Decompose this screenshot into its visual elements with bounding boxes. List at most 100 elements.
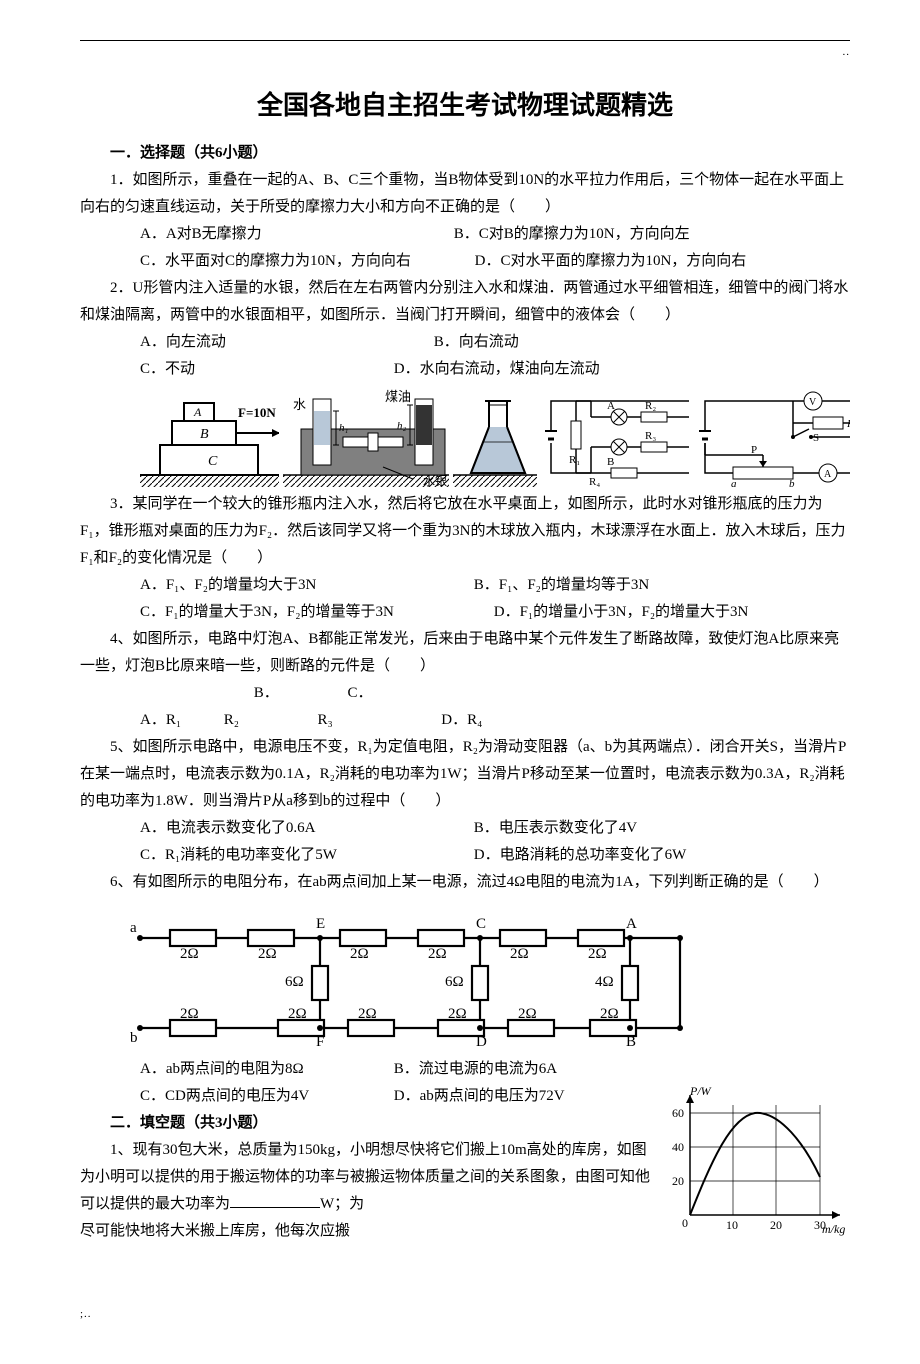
page-title: 全国各地自主招生考试物理试题精选: [80, 83, 850, 130]
q2-optC: C．不动: [110, 356, 330, 383]
q2-diagram: 水 煤油 水银 h₁ h₂: [283, 387, 450, 487]
svg-text:2Ω: 2Ω: [258, 946, 277, 962]
q6-optA: A．ab两点间的电阻为8Ω: [110, 1056, 330, 1083]
q5-optA: A．电流表示数变化了0.6A: [110, 815, 410, 842]
svg-text:C: C: [476, 916, 486, 932]
svg-text:C: C: [208, 454, 218, 469]
section1-heading: 一．选择题（共6小题）: [80, 140, 850, 167]
svg-text:b: b: [789, 478, 795, 487]
q6-optB: B．流过电源的电流为6A: [364, 1056, 557, 1083]
svg-text:P: P: [751, 444, 757, 456]
svg-text:A: A: [607, 400, 615, 412]
q4-optB: B．R₂: [224, 680, 284, 734]
svg-text:R₁: R₁: [569, 454, 580, 466]
svg-text:E: E: [316, 916, 325, 932]
svg-text:2Ω: 2Ω: [428, 946, 447, 962]
q3-optD: D．F₁的增量小于3N，F₂的增量大于3N: [464, 599, 749, 626]
svg-text:B: B: [607, 456, 614, 468]
q1-optD: D．C对水平面的摩擦力为10N，方向向右: [445, 248, 747, 275]
svg-text:2Ω: 2Ω: [588, 946, 607, 962]
q3-options: A．F₁、F₂的增量均大于3N B．F₁、F₂的增量均等于3N: [80, 572, 850, 599]
svg-text:20: 20: [672, 1174, 684, 1188]
svg-text:R₁: R₁: [846, 418, 850, 430]
q6-options: A．ab两点间的电阻为8Ω B．流过电源的电流为6A: [80, 1056, 850, 1083]
q6-optC: C．CD两点间的电压为4V: [110, 1083, 330, 1110]
s2q1-unit: W；为: [320, 1196, 364, 1212]
svg-text:A: A: [824, 469, 832, 480]
q6-stem: 6、有如图所示的电阻分布，在ab两点间加上某一电源，流过4Ω电阻的电流为1A，下…: [80, 869, 850, 896]
svg-text:0: 0: [682, 1216, 688, 1230]
q4-optD: D．R₄: [411, 707, 482, 734]
q1-optC: C．水平面对C的摩擦力为10N，方向向右: [110, 248, 411, 275]
svg-text:10: 10: [726, 1218, 738, 1232]
svg-text:V: V: [809, 397, 817, 408]
q3-optA: A．F₁、F₂的增量均大于3N: [110, 572, 410, 599]
diagram-row: C B A F=10N 水 煤油 水银 h₁ h₂: [140, 387, 850, 487]
q4-stem: 4、如图所示，电路中灯泡A、B都能正常发光，后来由于电路中某个元件发生了断路故障…: [80, 626, 850, 680]
svg-text:A: A: [626, 916, 637, 932]
svg-text:2Ω: 2Ω: [600, 1006, 619, 1022]
q3-options2: C．F₁的增量大于3N，F₂的增量等于3N D．F₁的增量小于3N，F₂的增量大…: [80, 599, 850, 626]
svg-text:R₃: R₃: [645, 430, 656, 442]
s2q1-p1: 1、现有30包大米，总质量为150kg，小明想尽快将它们搬上10m高处的库房，如…: [80, 1142, 650, 1212]
svg-text:水银: 水银: [423, 474, 447, 487]
svg-text:水: 水: [293, 397, 306, 412]
q1-stem: 1．如图所示，重叠在一起的A、B、C三个重物，当B物体受到10N的水平拉力作用后…: [80, 167, 850, 221]
svg-text:6Ω: 6Ω: [285, 974, 304, 990]
corner-dots: ..: [80, 43, 850, 63]
svg-text:F=10N: F=10N: [238, 405, 276, 420]
svg-text:h₂: h₂: [397, 420, 407, 432]
page-top-rule: [80, 40, 850, 41]
svg-text:2Ω: 2Ω: [510, 946, 529, 962]
q1-options: A．A对B无摩擦力 B．C对B的摩擦力为10N，方向向左: [80, 221, 850, 248]
q6-diagram: a b E F C D A B 2Ω 2Ω 2Ω 2Ω 2Ω 2Ω 6Ω 6Ω 4Ω 2Ω 2…: [130, 908, 690, 1048]
q2-optD: D．水向右流动，煤油向左流动: [364, 356, 600, 383]
svg-text:P/W: P/W: [689, 1087, 712, 1098]
q1-options2: C．水平面对C的摩擦力为10N，方向向右 D．C对水平面的摩擦力为10N，方向向…: [80, 248, 850, 275]
q4-diagram: R₁ A R₂ B R₃ R₄: [541, 387, 689, 487]
svg-text:6Ω: 6Ω: [445, 974, 464, 990]
svg-text:2Ω: 2Ω: [288, 1006, 307, 1022]
q5-optD: D．电路消耗的总功率变化了6W: [444, 842, 687, 869]
svg-text:2Ω: 2Ω: [180, 1006, 199, 1022]
svg-text:2Ω: 2Ω: [448, 1006, 467, 1022]
q2-optA: A．向左流动: [110, 329, 370, 356]
svg-text:60: 60: [672, 1106, 684, 1120]
svg-text:a: a: [130, 920, 137, 936]
svg-text:2Ω: 2Ω: [350, 946, 369, 962]
svg-text:2Ω: 2Ω: [518, 1006, 537, 1022]
q1-optB: B．C对B的摩擦力为10N，方向向左: [424, 221, 690, 248]
q5-optC: C．R₁消耗的电功率变化了5W: [110, 842, 410, 869]
q5-optB: B．电压表示数变化了4V: [444, 815, 637, 842]
power-graph: 204060 0 102030 P/W m/kg: [660, 1087, 850, 1237]
q1-diagram: C B A F=10N: [140, 387, 279, 487]
q2-options: A．向左流动 B．向右流动: [80, 329, 850, 356]
svg-text:煤油: 煤油: [385, 389, 411, 404]
svg-text:S: S: [813, 432, 819, 444]
footer-dots: ;..: [80, 1305, 850, 1325]
svg-text:B: B: [626, 1034, 636, 1048]
svg-text:F: F: [316, 1034, 324, 1048]
svg-text:D: D: [476, 1034, 487, 1048]
q5-diagram: V R₁ S P a b A: [693, 387, 850, 487]
q3-optB: B．F₁、F₂的增量均等于3N: [444, 572, 649, 599]
svg-text:4Ω: 4Ω: [595, 974, 614, 990]
svg-text:40: 40: [672, 1140, 684, 1154]
svg-text:h₁: h₁: [339, 422, 349, 434]
q2-options2: C．不动 D．水向右流动，煤油向左流动: [80, 356, 850, 383]
svg-text:2Ω: 2Ω: [358, 1006, 377, 1022]
svg-text:m/kg: m/kg: [822, 1222, 845, 1236]
svg-text:a: a: [731, 478, 737, 487]
q1-optA: A．A对B无摩擦力: [110, 221, 390, 248]
q5-options: A．电流表示数变化了0.6A B．电压表示数变化了4V: [80, 815, 850, 842]
q4-optA: A．R₁: [110, 707, 190, 734]
q4-options: A．R₁ B．R₂ C．R₃ D．R₄: [80, 680, 850, 734]
q6-diagram-wrap: a b E F C D A B 2Ω 2Ω 2Ω 2Ω 2Ω 2Ω 6Ω 6Ω 4Ω 2Ω 2…: [130, 908, 850, 1048]
blank-1: [230, 1192, 320, 1208]
q2-optB: B．向右流动: [404, 329, 519, 356]
q3-optC: C．F₁的增量大于3N，F₂的增量等于3N: [110, 599, 430, 626]
q5-options2: C．R₁消耗的电功率变化了5W D．电路消耗的总功率变化了6W: [80, 842, 850, 869]
svg-text:b: b: [130, 1030, 138, 1046]
svg-text:R₄: R₄: [589, 476, 600, 487]
svg-text:2Ω: 2Ω: [180, 946, 199, 962]
